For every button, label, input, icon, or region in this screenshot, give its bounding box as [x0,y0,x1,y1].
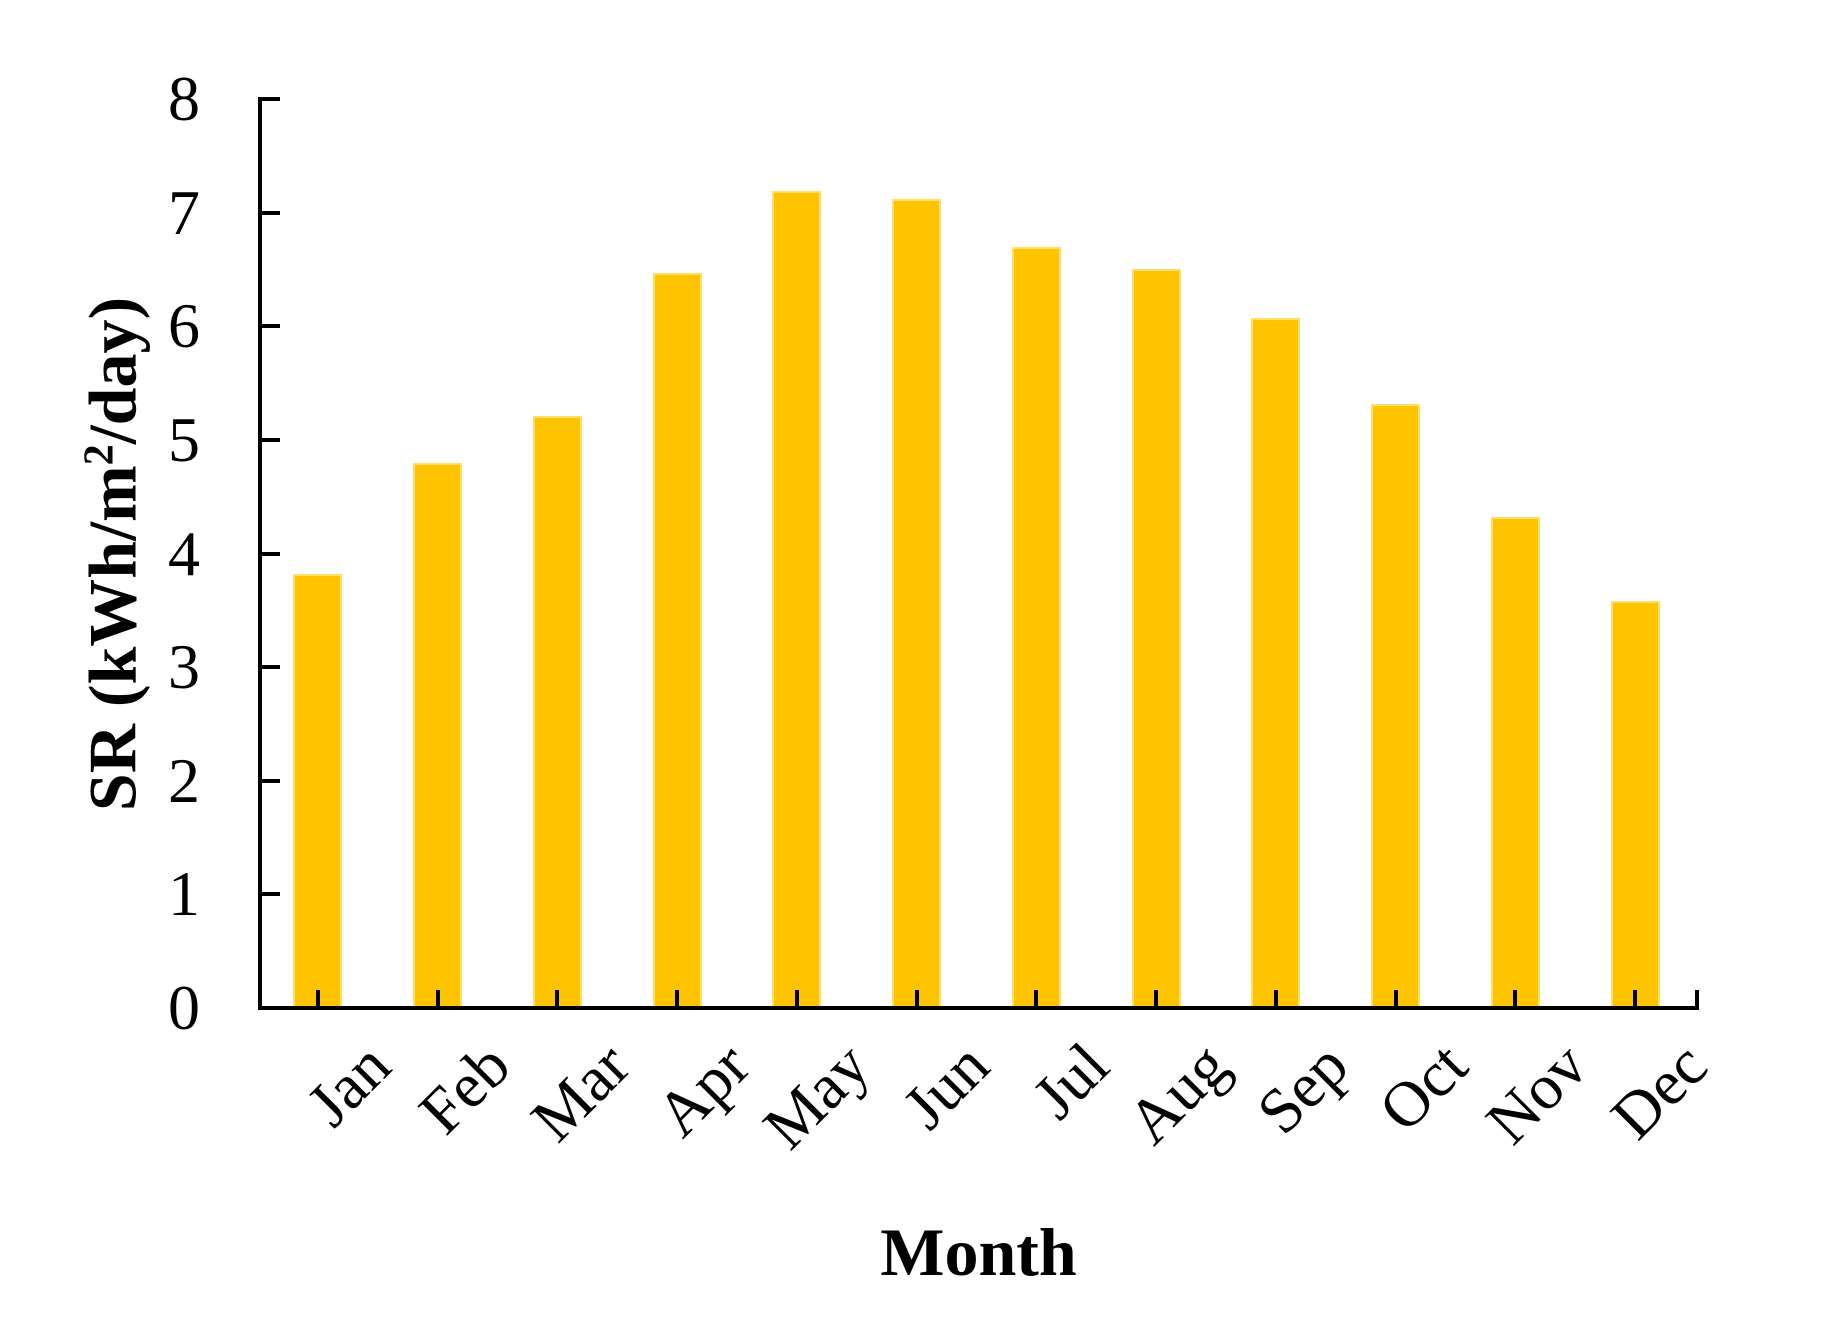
x-axis-end-tick [1695,990,1699,1008]
bar-may [772,191,822,1008]
y-tick-label-3: 3 [168,631,200,703]
x-tick-feb [435,990,440,1008]
bar-apr [652,272,702,1008]
y-tick-1 [258,892,280,897]
bar-nov [1490,517,1540,1008]
x-tick-apr [675,990,680,1008]
y-tick-label-2: 2 [168,744,200,816]
bar-mar [532,416,582,1008]
x-tick-nov [1513,990,1518,1008]
y-axis-line [258,99,262,1010]
bar-aug [1131,269,1181,1008]
x-tick-sep [1273,990,1278,1008]
x-tick-label-sep: Sep [1243,1029,1362,1148]
y-tick-2 [258,778,280,783]
x-tick-label-jul: Jul [1018,1029,1122,1133]
y-tick-7 [258,210,280,215]
x-tick-label-aug: Aug [1113,1029,1242,1158]
x-tick-label-may: May [749,1029,883,1163]
y-tick-label-8: 8 [168,63,200,134]
bar-jan [293,573,343,1008]
x-tick-label-jun: Jun [888,1029,1003,1143]
x-tick-label-nov: Nov [1472,1029,1601,1158]
x-tick-jun [914,990,919,1008]
y-tick-label-5: 5 [168,403,200,475]
x-tick-label-dec: Dec [1597,1029,1721,1153]
x-tick-dec [1633,990,1638,1008]
x-tick-jul [1034,990,1039,1008]
y-tick-8 [258,97,280,101]
y-tick-3 [258,665,280,670]
x-tick-jan [315,990,320,1008]
x-tick-label-mar: Mar [517,1029,643,1155]
x-tick-label-jan: Jan [292,1029,404,1140]
y-tick-4 [258,551,280,556]
x-tick-may [794,990,799,1008]
y-tick-label-4: 4 [168,517,200,589]
bar-jul [1011,246,1061,1008]
y-tick-5 [258,437,280,442]
y-tick-label-7: 7 [168,176,200,248]
y-tick-label-6: 6 [168,290,200,362]
x-tick-aug [1154,990,1159,1008]
bar-feb [413,462,463,1008]
bar-jun [892,198,942,1008]
x-axis-title: Month [880,1214,1077,1290]
y-tick-6 [258,324,280,329]
y-tick-label-0: 0 [168,972,200,1043]
x-tick-label-oct: Oct [1365,1029,1482,1145]
bar-dec [1610,601,1660,1008]
x-axis-line [258,1006,1699,1010]
x-tick-mar [555,990,560,1008]
bar-sep [1251,318,1301,1008]
x-tick-label-apr: Apr [641,1029,763,1150]
x-tick-oct [1393,990,1398,1008]
bar-oct [1371,403,1421,1008]
y-tick-label-1: 1 [168,858,200,930]
x-tick-label-feb: Feb [404,1029,524,1148]
